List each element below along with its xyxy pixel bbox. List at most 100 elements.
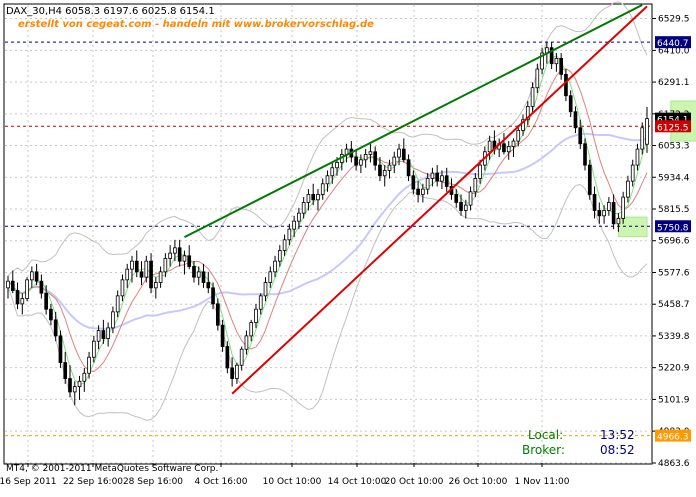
candle-bull: [387, 164, 392, 171]
candle-bull: [20, 298, 25, 305]
candle-bear: [101, 330, 106, 339]
candle-bear: [587, 164, 592, 195]
bollinger-lower-line: [7, 183, 648, 421]
candle-bull: [239, 348, 244, 366]
candle-bull: [425, 178, 430, 190]
candle-bull: [297, 212, 301, 222]
candle-bull: [440, 175, 444, 182]
lower-level-price-tag: 5750.8: [657, 223, 689, 233]
price-tick-label: 6053.3: [658, 142, 690, 152]
candle-bull: [397, 148, 401, 158]
candle-bull: [196, 271, 201, 278]
candle-bull: [254, 308, 258, 323]
candle-bull: [130, 260, 134, 270]
candle-bull: [511, 140, 516, 147]
candle-bull: [521, 119, 525, 131]
plot-area[interactable]: [3, 3, 653, 465]
candlesticks: [6, 42, 649, 406]
price-tick-label: 6291.1: [658, 78, 690, 88]
price-tick-label: 5577.6: [658, 268, 690, 278]
candle-bull: [163, 258, 168, 273]
candle-bear: [220, 324, 225, 347]
candle-bull: [244, 335, 249, 350]
price-tick-label: 5815.5: [658, 205, 690, 215]
candle-bull: [359, 159, 363, 166]
candle-bull: [607, 202, 611, 211]
time-tick-label: 16 Sep 2011: [0, 477, 57, 487]
candle-bull: [487, 140, 492, 153]
candle-bear: [34, 271, 39, 282]
local-time-value: 13:52: [600, 428, 635, 442]
candle-bull: [530, 87, 535, 107]
price-tick-label: 5101.9: [658, 395, 690, 405]
candle-bull: [630, 164, 635, 182]
trendlines[interactable]: [183, 4, 648, 395]
candle-bull: [30, 271, 34, 281]
broker-time-label: Broker:: [522, 443, 565, 457]
time-tick-label: 10 Oct 10:00: [263, 477, 322, 487]
candle-bear: [53, 319, 58, 337]
upper-level-price-tag: 6440.7: [657, 39, 689, 49]
candle-bull: [616, 218, 621, 225]
time-tick-label: 20 Oct 10:00: [385, 477, 444, 487]
candle-bull: [335, 162, 339, 169]
candle-bull: [168, 252, 172, 259]
trendline-support: [231, 5, 648, 395]
red-level-price-tag: 6125.5: [657, 123, 689, 133]
candle-bear: [134, 260, 139, 273]
time-tick-label: 1 Nov 11:00: [515, 477, 570, 487]
candle-bear: [573, 111, 578, 129]
candle-bull: [621, 196, 625, 219]
candle-bear: [406, 159, 411, 177]
candle-bear: [564, 73, 568, 97]
candle-bull: [330, 167, 335, 177]
candle-bull: [106, 327, 110, 339]
candle-bull: [478, 164, 482, 179]
candle-bull: [516, 130, 521, 142]
candle-bull: [258, 295, 263, 310]
broker-time-value: 08:52: [600, 443, 635, 457]
candle-bear: [215, 303, 220, 326]
grid-lines: [5, 5, 652, 464]
candle-bull: [320, 183, 325, 195]
candle-bear: [192, 266, 196, 278]
candle-bull: [153, 282, 158, 289]
candle-bear: [578, 127, 583, 145]
candle-bull: [368, 151, 373, 155]
candle-bear: [177, 247, 182, 262]
candle-bear: [373, 151, 378, 166]
candle-bear: [311, 194, 316, 201]
candle-bull: [182, 255, 187, 262]
candle-bull: [92, 340, 96, 358]
symbol-ohlc-line: DAX_30,H4 6058.3 6197.6 6025.8 6154.1: [6, 6, 215, 17]
candle-bull: [158, 271, 163, 283]
candle-bear: [435, 172, 440, 182]
candle-bull: [96, 330, 101, 342]
time-tick-label: 22 Sep 16:00: [63, 477, 123, 487]
candle-bear: [44, 292, 48, 310]
candle-bear: [416, 188, 420, 195]
price-axis: 6529.56410.06291.16172.26053.35934.45815…: [652, 14, 690, 469]
candle-bull: [430, 172, 435, 179]
candle-bull: [72, 386, 77, 393]
candle-bull: [463, 204, 468, 211]
candle-bull: [120, 279, 125, 297]
time-tick-label: 14 Oct 10:00: [328, 477, 387, 487]
lower-level-price-tag-box: [655, 220, 691, 233]
time-tick-label: 26 Oct 10:00: [449, 477, 508, 487]
candle-bear: [49, 308, 53, 321]
candle-bear: [454, 194, 459, 203]
candle-bear: [592, 194, 597, 211]
local-time-label: Local:: [528, 428, 563, 442]
candle-bear: [611, 202, 616, 225]
candle-bear: [206, 282, 211, 289]
candle-bull: [392, 156, 397, 166]
candle-bull: [382, 170, 387, 177]
candle-bull: [635, 148, 640, 166]
price-tick-label: 6410.0: [658, 46, 690, 56]
candle-bull: [535, 68, 540, 89]
price-tick-label: 5934.4: [658, 173, 690, 183]
